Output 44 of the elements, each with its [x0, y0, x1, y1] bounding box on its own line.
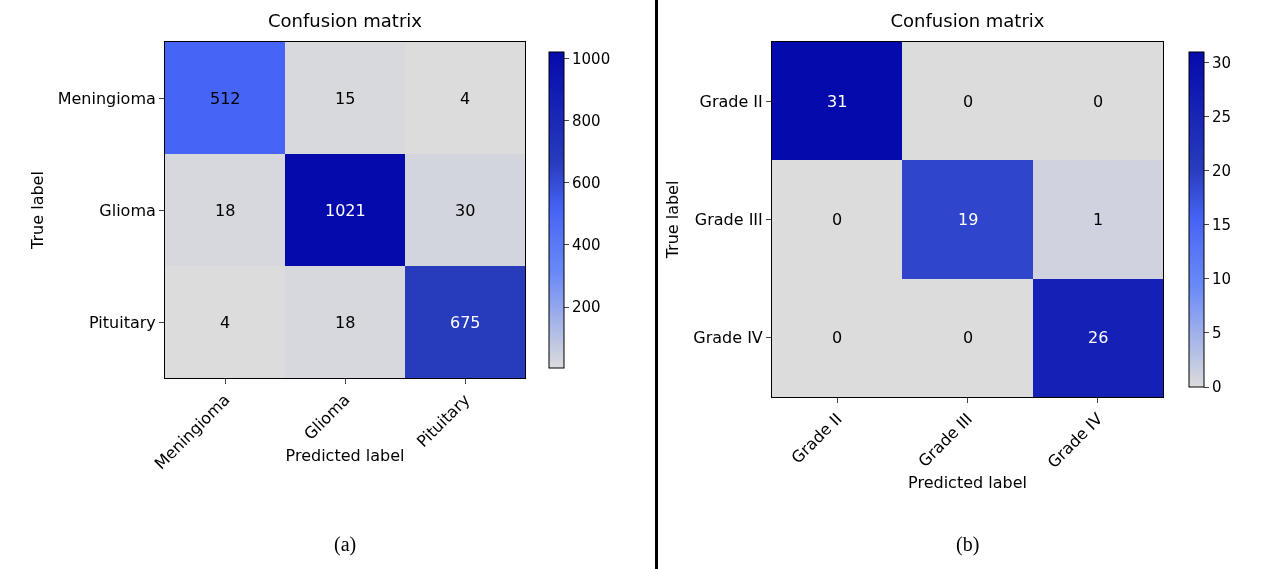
data-label: 18	[215, 201, 236, 220]
color-bar-label: 200	[572, 298, 601, 317]
data-label: 15	[335, 89, 356, 108]
data-label: 0	[1093, 92, 1104, 111]
y-tick-label: Meningioma	[57, 88, 156, 108]
color-bar-label: 400	[572, 236, 601, 255]
data-label: 18	[335, 313, 356, 332]
y-axis-title: True label	[663, 180, 683, 260]
color-bar-label: 30	[1212, 54, 1232, 73]
data-label: 0	[963, 328, 974, 347]
data-label: 26	[1088, 328, 1109, 347]
data-label: 675	[450, 313, 481, 332]
x-axis-title: Predicted label	[908, 472, 1027, 492]
chart-title: Confusion matrix	[890, 9, 1045, 31]
color-bar-label: 25	[1212, 108, 1232, 127]
y-axis-title: True label	[27, 171, 47, 250]
color-bar-label: 15	[1212, 216, 1232, 235]
data-label: 30	[455, 201, 476, 220]
color-bar-label: 20	[1212, 162, 1232, 181]
data-label: 4	[220, 313, 231, 332]
text: (a)	[334, 533, 357, 556]
data-label: 4	[460, 89, 471, 108]
data-label: 1021	[325, 201, 366, 220]
data-label: 0	[832, 210, 843, 229]
x-axis-title: Predicted label	[285, 445, 405, 465]
y-tick-label: Grade III	[694, 210, 763, 230]
data-label: 19	[958, 210, 979, 229]
color-bar-label: 5	[1212, 324, 1222, 343]
color-bar-label: 600	[572, 174, 601, 193]
data-label: 0	[963, 92, 974, 111]
data-label: 512	[210, 89, 241, 108]
y-tick-label: Grade IV	[693, 328, 763, 348]
data-label: 1	[1093, 210, 1104, 229]
data-label: 31	[827, 92, 848, 111]
text: (b)	[956, 533, 980, 556]
color-bar-label: 10	[1212, 270, 1232, 289]
y-tick-label: Pituitary	[89, 312, 156, 332]
y-tick-label: Grade II	[699, 91, 763, 111]
y-tick-label: Glioma	[99, 200, 156, 220]
color-bar-label: 1000	[572, 49, 611, 68]
color-bar-label: 800	[572, 111, 601, 130]
color-bar-label: 0	[1212, 378, 1222, 397]
data-label: 0	[832, 328, 843, 347]
chart-title: Confusion matrix	[268, 9, 423, 31]
